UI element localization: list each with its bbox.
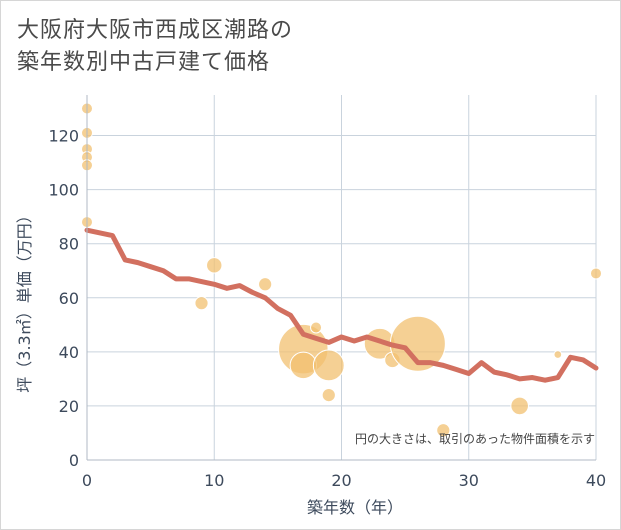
bubble-size-note: 円の大きさは、取引のあった物件面積を示す <box>355 431 595 446</box>
y-tick-label: 60 <box>59 289 79 308</box>
data-point-bubble <box>258 277 273 292</box>
y-tick-label: 20 <box>59 397 79 416</box>
y-tick-label: 120 <box>48 127 79 146</box>
x-tick-label: 40 <box>586 471 606 490</box>
chart-title-line-1: 大阪府大阪市西成区潮路の <box>17 18 294 43</box>
x-axis-label: 築年数（年） <box>307 498 403 517</box>
data-point-bubble <box>194 296 209 311</box>
bubble-series <box>81 102 602 438</box>
y-tick-label: 0 <box>69 451 79 470</box>
data-point-bubble <box>590 267 602 280</box>
data-point-bubble <box>312 349 345 382</box>
data-point-bubble <box>289 351 318 380</box>
axes: 0 10 20 30 40 0 20 40 60 80 100 120 <box>48 95 606 490</box>
data-point-bubble <box>436 423 451 438</box>
data-point-bubble <box>206 257 223 274</box>
chart-title-line-2: 築年数別中古戸建て価格 <box>17 50 271 75</box>
y-tick-label: 40 <box>59 343 79 362</box>
data-point-bubble <box>310 321 323 334</box>
x-tick-label: 30 <box>459 471 479 490</box>
data-point-bubble <box>321 388 336 403</box>
trend-line <box>84 227 599 383</box>
y-tick-label: 100 <box>48 181 79 200</box>
x-tick-label: 10 <box>204 471 224 490</box>
x-tick-label: 0 <box>82 471 92 490</box>
chart-title: 大阪府大阪市西成区潮路の 築年数別中古戸建て価格 <box>17 15 293 79</box>
trend-series <box>84 227 599 383</box>
y-tick-label: 80 <box>59 235 79 254</box>
x-tick-label: 20 <box>331 471 351 490</box>
y-axis-label: 坪（3.3㎡）単価（万円） <box>15 207 34 392</box>
data-point-bubble <box>510 396 529 416</box>
data-point-bubble <box>553 350 563 359</box>
